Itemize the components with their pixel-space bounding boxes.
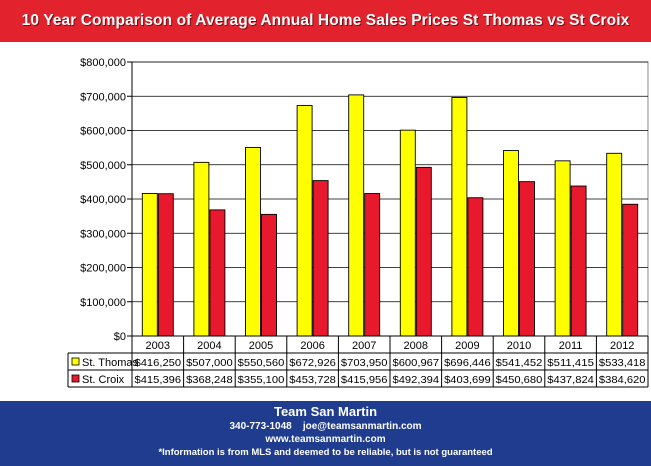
bar-st-croix	[622, 203, 639, 337]
data-label-st-thomas: $550,560	[238, 357, 285, 369]
data-label-st-thomas: $533,418	[599, 357, 646, 369]
x-tick-label: 2012	[610, 340, 634, 352]
data-label-st-thomas: $416,250	[135, 357, 182, 369]
bar-st-thomas	[399, 129, 416, 337]
bar-st-croix	[364, 193, 381, 337]
data-label-st-croix: $415,956	[341, 374, 388, 386]
legend-label-st-thomas: St. Thomas	[82, 357, 139, 369]
bar-st-croix	[312, 180, 329, 337]
y-tick-label: $700,000	[80, 91, 126, 103]
bar-st-thomas	[451, 97, 468, 337]
data-label-st-thomas: $696,446	[444, 357, 491, 369]
chart-title: 10 Year Comparison of Average Annual Hom…	[21, 12, 630, 29]
data-label-st-croix: $368,248	[186, 374, 233, 386]
legend-key-st-thomas	[71, 357, 80, 366]
y-tick-label: $400,000	[80, 194, 126, 206]
data-label-st-thomas: $600,967	[393, 357, 440, 369]
footer-phone: 340-773-1048	[229, 421, 292, 432]
y-tick-label: $100,000	[80, 297, 126, 309]
bar-st-thomas	[193, 161, 210, 337]
footer-team-name: Team San Martin	[273, 404, 378, 419]
y-tick-label: $500,000	[80, 160, 126, 172]
x-tick-label: 2005	[249, 340, 273, 352]
bar-st-croix	[467, 197, 484, 337]
bar-st-croix	[157, 193, 174, 337]
data-label-st-thomas: $511,415	[547, 357, 594, 369]
x-tick-label: 2007	[352, 340, 376, 352]
data-label-st-croix: $437,824	[547, 374, 594, 386]
bar-st-thomas	[503, 150, 519, 337]
x-tick-label: 2003	[146, 340, 170, 352]
bar-st-thomas	[348, 94, 365, 337]
x-tick-label: 2004	[197, 340, 221, 352]
footer-email: joe@teamsanmartin.com	[302, 421, 422, 432]
x-tick-label: 2009	[455, 340, 479, 352]
footer-website: www.teamsanmartin.com	[265, 434, 386, 445]
x-tick-label: 2010	[507, 340, 531, 352]
footer-contact: 340-773-1048 joe@teamsanmartin.com	[0, 420, 651, 433]
data-label-st-croix: $415,396	[135, 374, 182, 386]
bar-st-croix	[415, 166, 432, 337]
x-tick-label: 2011	[559, 340, 583, 352]
y-tick-label: $0	[114, 331, 126, 343]
data-label-st-croix: $450,680	[496, 374, 543, 386]
bar-st-croix	[570, 185, 587, 337]
legend-key-st-croix	[71, 374, 80, 383]
data-label-st-thomas: $672,926	[289, 357, 336, 369]
x-tick-label: 2006	[300, 340, 324, 352]
bar-st-croix	[209, 209, 226, 337]
data-label-st-croix: $384,620	[599, 374, 646, 386]
data-label-st-croix: $492,394	[393, 374, 440, 386]
legend-label-st-croix: St. Croix	[82, 374, 125, 386]
x-tick-label: 2008	[404, 340, 428, 352]
bar-st-thomas	[245, 146, 261, 337]
data-label-st-croix: $355,100	[238, 374, 285, 386]
y-tick-label: $800,000	[80, 57, 126, 69]
bar-st-thomas	[296, 105, 313, 337]
y-tick-label: $600,000	[80, 126, 126, 138]
footer-disclaimer: *Information is from MLS and deemed to b…	[158, 447, 493, 458]
y-tick-label: $200,000	[80, 263, 126, 275]
y-tick-label: $300,000	[80, 228, 126, 240]
data-label-st-thomas: $703,950	[341, 357, 388, 369]
bar-st-thomas	[554, 160, 571, 337]
footer-banner: Team San Martin 340-773-1048 joe@teamsan…	[0, 401, 651, 466]
bar-chart: $0 $100,000 $200,000 $300,000 $400,000 $500,0…	[67, 57, 649, 388]
data-label-st-croix: $453,728	[289, 374, 336, 386]
bar-st-thomas	[606, 152, 623, 337]
data-label-st-croix: $403,699	[444, 374, 491, 386]
title-banner: 10 Year Comparison of Average Annual Hom…	[0, 0, 651, 42]
bar-st-croix	[519, 181, 535, 337]
bar-st-thomas	[141, 192, 158, 337]
bar-st-croix	[261, 213, 277, 337]
data-label-st-thomas: $541,452	[496, 357, 543, 369]
data-label-st-thomas: $507,000	[186, 357, 233, 369]
